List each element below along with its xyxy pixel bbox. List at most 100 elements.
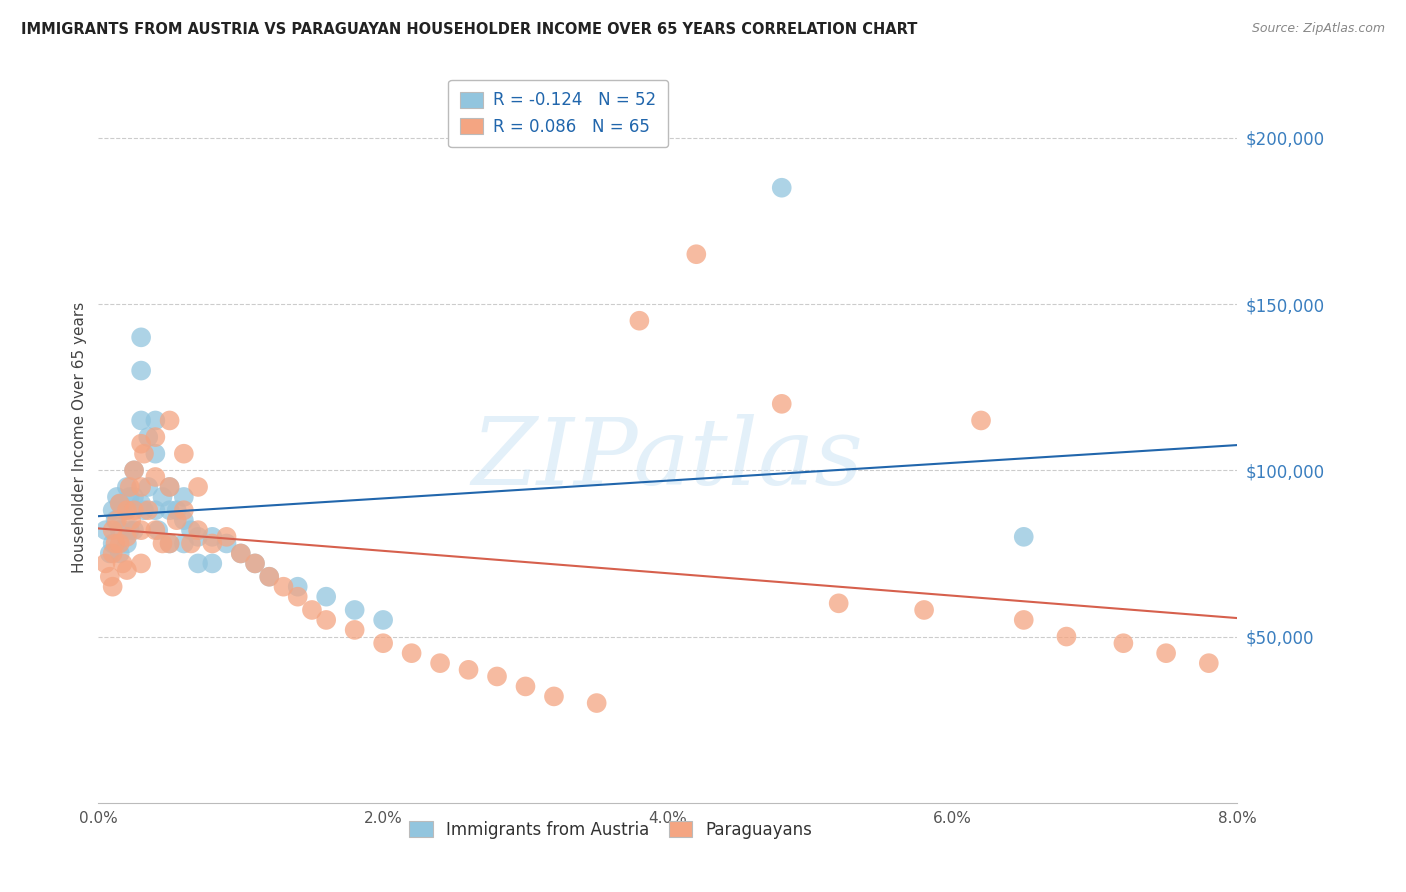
Point (585, 696, 607, 710)
Point (1198, 656, 1220, 670)
Point (115, 480, 138, 494)
Point (315, 590, 337, 604)
Point (159, 480, 181, 494)
Point (543, 690, 565, 704)
Point (173, 513, 195, 527)
Point (515, 680, 537, 694)
Point (94, 557, 117, 571)
Point (145, 470, 167, 484)
Point (259, 570, 281, 584)
Point (101, 523, 124, 537)
Point (129, 330, 152, 344)
Point (129, 436, 152, 450)
Point (159, 503, 181, 517)
Point (187, 523, 209, 537)
Point (132, 447, 155, 461)
Point (129, 523, 152, 537)
Point (1154, 646, 1177, 660)
Point (371, 613, 394, 627)
Point (129, 480, 152, 494)
Point (159, 413, 181, 427)
Point (122, 503, 145, 517)
Point (152, 490, 174, 504)
Point (115, 563, 138, 577)
Text: IMMIGRANTS FROM AUSTRIA VS PARAGUAYAN HOUSEHOLDER INCOME OVER 65 YEARS CORRELATI: IMMIGRANTS FROM AUSTRIA VS PARAGUAYAN HO… (21, 22, 918, 37)
Point (401, 646, 423, 660)
Point (108, 497, 131, 511)
Point (98, 570, 121, 584)
Point (273, 580, 295, 594)
Legend: Immigrants from Austria, Paraguayans: Immigrants from Austria, Paraguayans (402, 814, 820, 846)
Point (104, 536, 127, 550)
Point (115, 503, 138, 517)
Point (180, 536, 202, 550)
Point (145, 413, 167, 427)
Point (187, 557, 209, 571)
Point (215, 530, 238, 544)
Point (1012, 613, 1035, 627)
Text: Source: ZipAtlas.com: Source: ZipAtlas.com (1251, 22, 1385, 36)
Point (159, 536, 181, 550)
Point (486, 669, 509, 683)
Point (118, 490, 141, 504)
Point (111, 503, 134, 517)
Point (115, 503, 138, 517)
Point (166, 513, 188, 527)
Point (201, 557, 224, 571)
Point (101, 546, 124, 560)
Point (770, 180, 793, 194)
Point (152, 536, 174, 550)
Point (173, 490, 195, 504)
Point (970, 413, 993, 427)
Point (132, 503, 155, 517)
Point (108, 536, 131, 550)
Point (1056, 630, 1078, 644)
Point (108, 497, 131, 511)
Point (912, 603, 935, 617)
Point (343, 623, 366, 637)
Point (229, 546, 252, 560)
Point (315, 613, 337, 627)
Point (104, 513, 127, 527)
Point (101, 503, 124, 517)
Point (108, 523, 131, 537)
Point (122, 463, 145, 477)
Point (105, 513, 128, 527)
Point (1012, 530, 1035, 544)
Point (187, 480, 209, 494)
Point (685, 247, 707, 261)
Point (828, 596, 851, 610)
Point (1112, 636, 1135, 650)
Y-axis label: Householder Income Over 65 years: Householder Income Over 65 years (72, 301, 87, 573)
Point (201, 530, 224, 544)
Point (229, 546, 252, 560)
Point (287, 580, 309, 594)
Point (136, 430, 159, 444)
Point (120, 513, 142, 527)
Point (145, 430, 167, 444)
Point (98, 546, 121, 560)
Point (136, 480, 159, 494)
Point (148, 523, 170, 537)
Point (118, 523, 141, 537)
Point (129, 497, 152, 511)
Point (166, 503, 188, 517)
Point (108, 546, 131, 560)
Point (122, 463, 145, 477)
Point (770, 397, 793, 411)
Point (145, 523, 167, 537)
Point (145, 447, 167, 461)
Point (201, 536, 224, 550)
Point (301, 603, 323, 617)
Point (129, 557, 152, 571)
Point (180, 523, 202, 537)
Point (136, 503, 159, 517)
Point (287, 590, 309, 604)
Point (111, 557, 134, 571)
Point (145, 503, 167, 517)
Point (122, 523, 145, 537)
Point (173, 536, 195, 550)
Point (122, 490, 145, 504)
Point (243, 557, 266, 571)
Text: ZIPatlas: ZIPatlas (472, 414, 863, 504)
